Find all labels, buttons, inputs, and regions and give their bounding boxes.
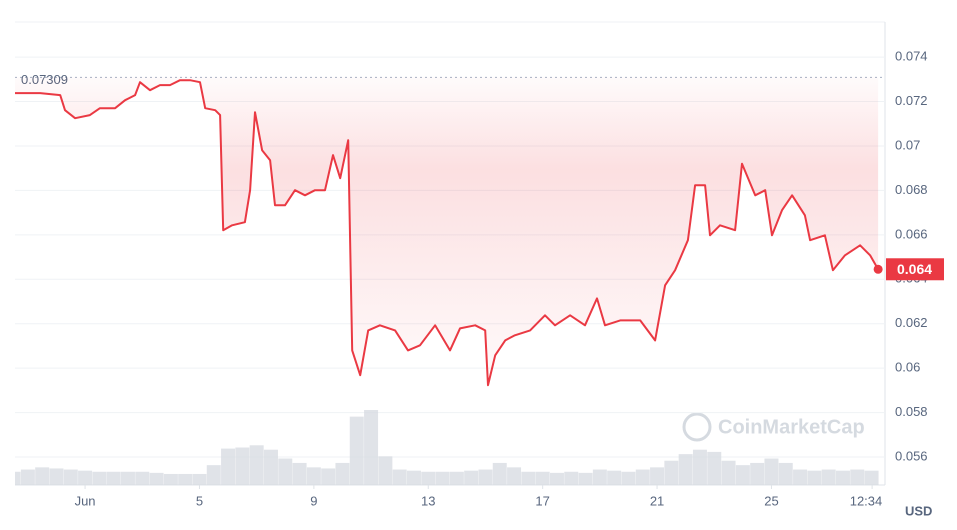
volume-bar: [607, 470, 622, 485]
last-point: [873, 264, 883, 274]
volume-bar: [478, 469, 493, 485]
volume-bar: [321, 468, 336, 485]
volume-bar: [507, 467, 522, 485]
volume-bar: [49, 468, 64, 485]
y-tick-label: 0.062: [895, 315, 928, 330]
volume-bar: [192, 473, 207, 485]
volume-bar: [406, 470, 421, 485]
y-tick-label: 0.072: [895, 93, 928, 108]
x-tick-label: 13: [421, 493, 435, 508]
x-tick-label: 21: [650, 493, 664, 508]
volume-bar: [235, 447, 250, 485]
y-tick-label: 0.066: [895, 226, 928, 241]
volume-bar: [35, 467, 50, 485]
volume-bar: [20, 469, 35, 485]
x-tick-label: 9: [310, 493, 317, 508]
volume-bar: [835, 470, 850, 485]
x-tick-label: 12:34: [850, 493, 883, 508]
y-tick-label: 0.07: [895, 137, 920, 152]
volume-bar: [249, 445, 264, 485]
volume-bar: [492, 462, 507, 485]
volume-bar: [378, 456, 393, 485]
x-tick-label: 25: [764, 493, 778, 508]
volume-bar: [178, 473, 193, 485]
volume-bar: [635, 469, 650, 485]
volume-bar: [306, 467, 321, 485]
x-tick-label: 5: [196, 493, 203, 508]
volume-bar: [278, 458, 293, 485]
volume-bar: [678, 454, 693, 485]
volume-bar: [721, 460, 736, 485]
volume-bar: [793, 469, 808, 485]
y-tick-label: 0.06: [895, 360, 920, 375]
volume-bar: [850, 469, 865, 485]
volume-bar: [692, 449, 707, 485]
volume-bar: [392, 469, 407, 485]
volume-bar: [263, 449, 278, 485]
volume-bar: [764, 458, 779, 485]
volume-bar: [63, 469, 78, 485]
volume-bar: [349, 416, 364, 485]
volume-bar: [807, 470, 822, 485]
y-axis-label: USD: [905, 503, 932, 518]
volume-bar: [864, 470, 879, 485]
last-price-label: 0.064: [897, 261, 932, 277]
volume-bar: [664, 460, 679, 485]
watermark: CoinMarketCap: [682, 412, 865, 442]
volume-bar: [778, 462, 793, 485]
volume-bar: [578, 472, 593, 485]
volume-bar: [106, 471, 121, 485]
y-tick-label: 0.058: [895, 404, 928, 419]
volume-bar: [15, 471, 21, 485]
y-tick-label: 0.056: [895, 448, 928, 463]
price-line: [15, 79, 879, 387]
volume-bar: [163, 473, 178, 485]
volume-bar: [435, 471, 450, 485]
volume-bar: [78, 470, 93, 485]
watermark-text: CoinMarketCap: [718, 416, 865, 438]
volume-bar: [564, 471, 579, 485]
volume-bar: [364, 410, 379, 485]
volume-bar: [621, 471, 636, 485]
volume-bar: [535, 471, 550, 485]
volume-bar: [335, 462, 350, 485]
volume-bar: [421, 471, 436, 485]
volume-bar: [549, 472, 564, 485]
x-tick-label: Jun: [75, 493, 96, 508]
volume-bar: [449, 471, 464, 485]
volume-bar: [135, 471, 150, 485]
volume-bar: [92, 471, 107, 485]
volume-bar: [735, 465, 750, 485]
volume-bar: [206, 465, 221, 485]
volume-bar: [149, 472, 164, 485]
volume-bar: [707, 451, 722, 485]
volume-bar: [221, 448, 236, 485]
y-tick-label: 0.074: [895, 49, 928, 64]
watermark-logo: [682, 412, 712, 442]
last-price-box: [886, 258, 944, 281]
volume-bar: [821, 469, 836, 485]
volume-bar: [650, 467, 665, 485]
volume-bar: [464, 470, 479, 485]
volume-bar: [120, 471, 135, 485]
x-tick-label: 17: [535, 493, 549, 508]
y-tick-label: 0.068: [895, 182, 928, 197]
volume-bar: [521, 471, 536, 485]
area-fill: [15, 77, 879, 386]
volume-bar: [592, 469, 607, 485]
volume-bar: [750, 462, 765, 485]
volume-bar: [292, 462, 307, 485]
